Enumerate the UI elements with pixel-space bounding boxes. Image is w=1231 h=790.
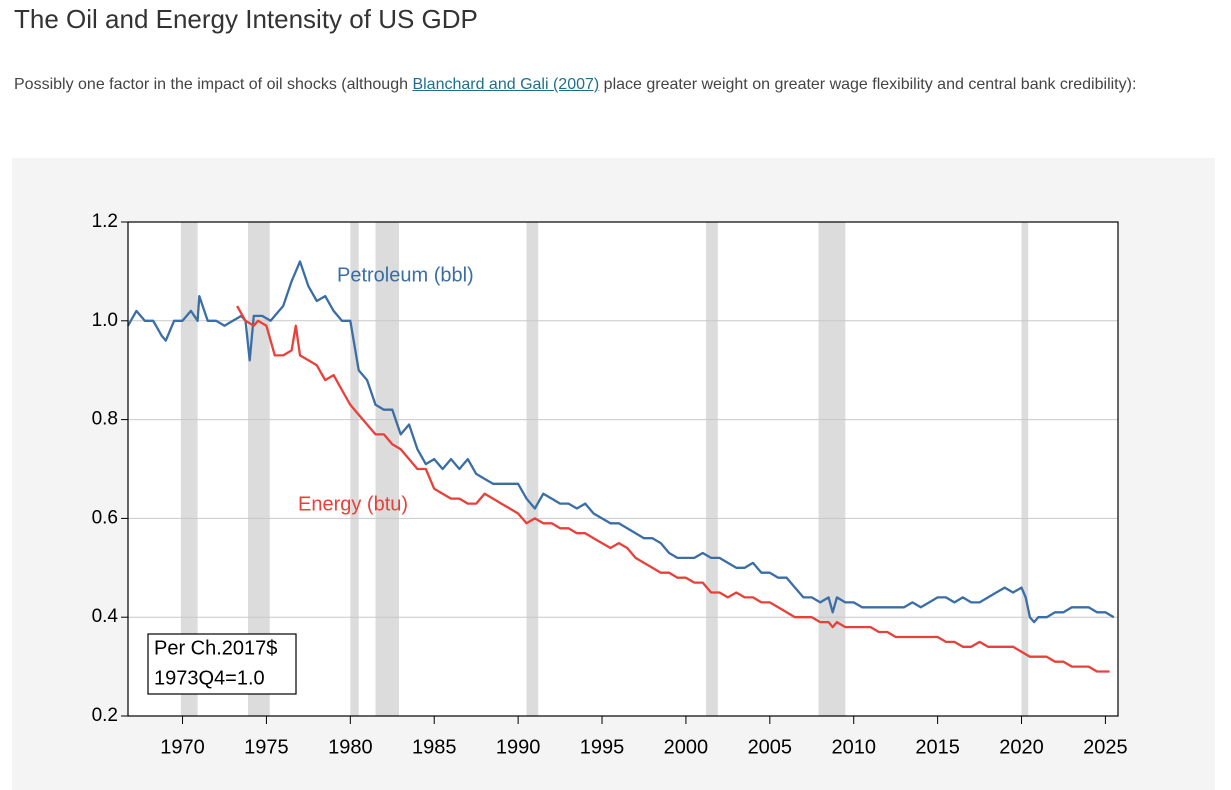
y-tick-label: 0.4 — [92, 606, 119, 627]
x-tick-label: 1990 — [496, 736, 541, 758]
y-tick-label: 0.6 — [92, 507, 118, 528]
plot-frame — [127, 221, 1119, 717]
y-tick-label: 0.8 — [92, 409, 118, 430]
page-title: The Oil and Energy Intensity of US GDP — [14, 4, 478, 34]
text: Possibly one factor in the impact of oil… — [14, 76, 413, 93]
recession-band — [247, 222, 270, 716]
x-tick-label: 2020 — [999, 736, 1044, 758]
note-text: Per Ch.2017$ — [154, 637, 277, 659]
x-tick-label: 1975 — [244, 736, 289, 758]
x-tick-label: 2015 — [915, 736, 960, 758]
recession-band — [350, 222, 359, 716]
x-tick-label: 1985 — [412, 736, 457, 758]
intro-paragraph: Possibly one factor in the impact of oil… — [14, 70, 1214, 100]
annotation: Energy (btu) — [298, 493, 408, 515]
y-tick-label: 1.2 — [92, 211, 118, 232]
series-line — [126, 260, 1115, 624]
y-tick-label: 1.0 — [92, 310, 118, 331]
recession-band — [375, 222, 399, 716]
recession-band — [706, 222, 718, 716]
x-tick-label: 2000 — [664, 736, 709, 758]
text: place greater weight on greater wage fle… — [599, 76, 1137, 93]
y-tick-label: 0.2 — [92, 705, 118, 726]
x-tick-label: 1980 — [328, 736, 373, 758]
recession-band — [1021, 222, 1029, 716]
link[interactable]: Blanchard and Gali (2007) — [412, 76, 600, 93]
x-tick-label: 1970 — [160, 736, 205, 758]
x-tick-label: 2025 — [1083, 736, 1128, 758]
note-text: 1973Q4=1.0 — [154, 667, 265, 689]
recession-band — [526, 222, 539, 716]
series-line — [236, 305, 1110, 673]
x-tick-label: 1995 — [580, 736, 625, 758]
note-box — [147, 633, 297, 695]
x-tick-label: 2010 — [831, 736, 876, 758]
annotation: Petroleum (bbl) — [337, 264, 474, 286]
recession-band — [818, 222, 846, 716]
recession-band — [180, 222, 198, 716]
x-tick-label: 2005 — [748, 736, 793, 758]
